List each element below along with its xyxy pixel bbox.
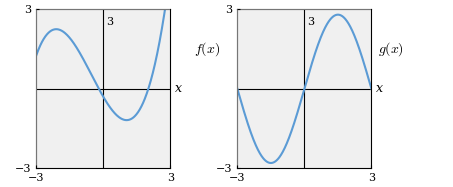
Text: $f(x)$: $f(x)$	[194, 40, 221, 58]
Text: 3: 3	[308, 17, 315, 27]
Text: x: x	[175, 82, 182, 95]
Text: 3: 3	[106, 17, 114, 27]
Text: x: x	[376, 82, 383, 95]
Text: $g(x)$: $g(x)$	[378, 40, 404, 58]
